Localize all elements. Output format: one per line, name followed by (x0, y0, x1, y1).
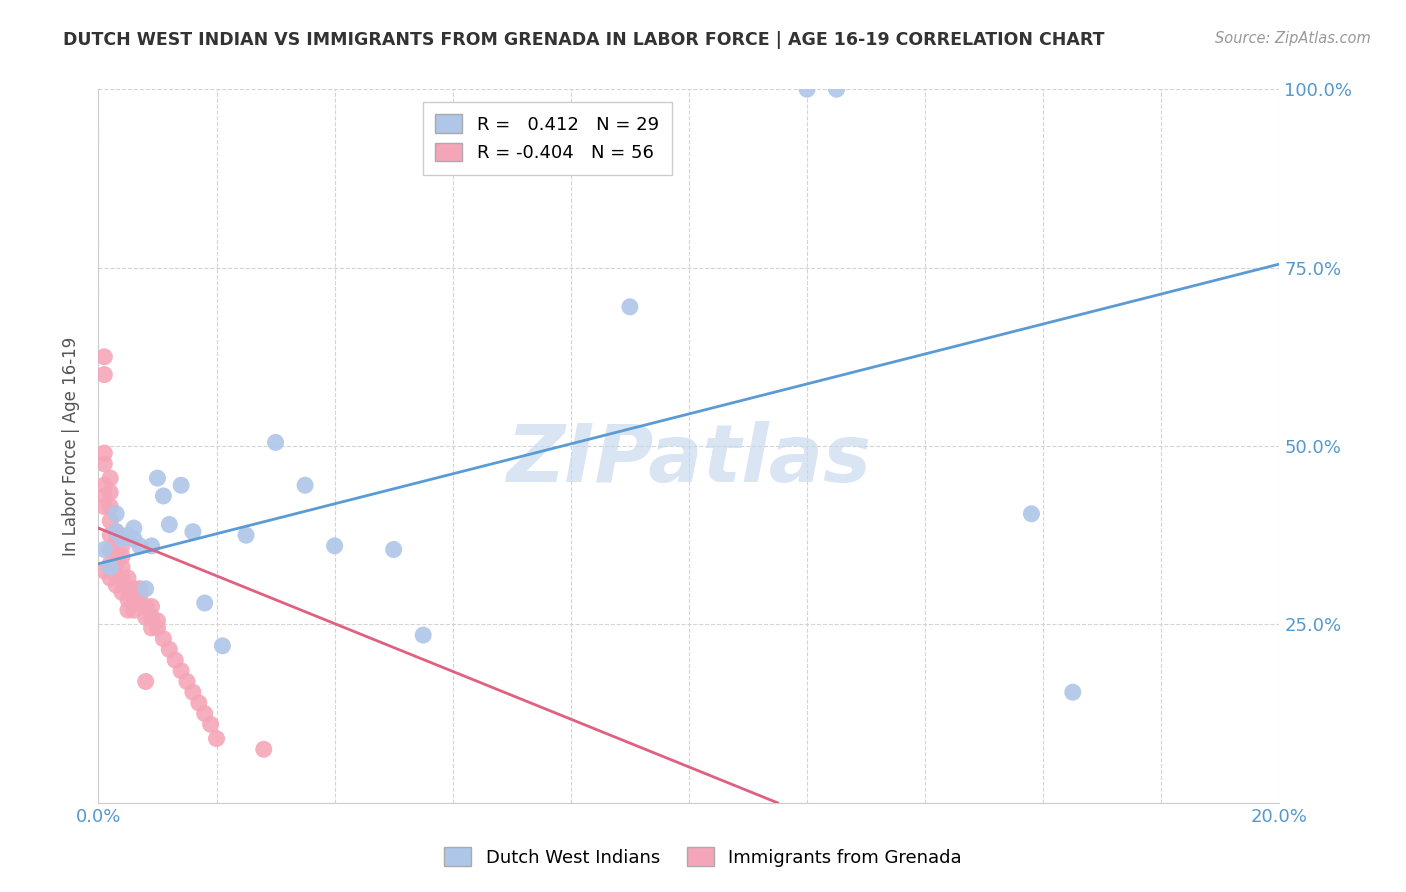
Point (194, 596, 217, 610)
Point (105, 535, 128, 549)
Point (323, 539, 346, 553)
Point (93, 368, 115, 382)
Point (93, 457, 115, 471)
Point (152, 632, 174, 646)
Point (122, 592, 145, 607)
Point (93, 500, 115, 514)
Point (98, 560, 121, 574)
Point (111, 549, 134, 564)
Point (135, 582, 157, 596)
Point (117, 528, 139, 542)
Point (170, 478, 193, 492)
Point (135, 674, 157, 689)
Point (141, 539, 163, 553)
Point (128, 539, 150, 553)
Point (93, 564, 115, 578)
Point (128, 596, 150, 610)
Point (93, 542, 115, 557)
Point (111, 532, 134, 546)
Point (122, 603, 145, 617)
Legend: Dutch West Indians, Immigrants from Grenada: Dutch West Indians, Immigrants from Gren… (437, 840, 969, 874)
Point (117, 571, 139, 585)
Point (141, 610, 163, 624)
Point (98, 471, 121, 485)
Point (825, 82, 848, 96)
Point (146, 621, 169, 635)
Point (98, 557, 121, 571)
Point (1062, 685, 1084, 699)
Point (170, 664, 193, 678)
Text: DUTCH WEST INDIAN VS IMMIGRANTS FROM GRENADA IN LABOR FORCE | AGE 16-19 CORRELAT: DUTCH WEST INDIAN VS IMMIGRANTS FROM GRE… (63, 31, 1105, 49)
Point (111, 571, 134, 585)
Point (382, 542, 405, 557)
Point (117, 582, 139, 596)
Point (235, 528, 257, 542)
Point (181, 685, 204, 699)
Point (253, 742, 276, 756)
Point (98, 542, 121, 557)
Point (105, 524, 128, 539)
Point (194, 706, 217, 721)
Point (93, 489, 115, 503)
Point (98, 514, 121, 528)
Point (105, 578, 128, 592)
Point (146, 471, 169, 485)
Point (146, 614, 169, 628)
Point (796, 82, 818, 96)
Point (117, 603, 139, 617)
Y-axis label: In Labor Force | Age 16-19: In Labor Force | Age 16-19 (62, 336, 80, 556)
Point (205, 731, 228, 746)
Point (135, 599, 157, 614)
Point (105, 567, 128, 582)
Point (93, 350, 115, 364)
Legend: R =   0.412   N = 29, R = -0.404   N = 56: R = 0.412 N = 29, R = -0.404 N = 56 (423, 102, 672, 175)
Point (105, 546, 128, 560)
Point (157, 517, 180, 532)
Point (141, 621, 163, 635)
Point (412, 628, 434, 642)
Text: Source: ZipAtlas.com: Source: ZipAtlas.com (1215, 31, 1371, 46)
Point (122, 532, 145, 546)
Point (93, 478, 115, 492)
Point (93, 446, 115, 460)
Point (98, 571, 121, 585)
Point (187, 696, 209, 710)
Point (98, 500, 121, 514)
Point (141, 599, 163, 614)
Text: ZIPatlas: ZIPatlas (506, 421, 872, 500)
Point (200, 717, 222, 731)
Point (176, 674, 198, 689)
Point (111, 560, 134, 574)
Point (211, 639, 233, 653)
Point (135, 610, 157, 624)
Point (105, 557, 128, 571)
Point (122, 521, 145, 535)
Point (165, 653, 187, 667)
Point (157, 642, 180, 657)
Point (128, 589, 150, 603)
Point (98, 485, 121, 500)
Point (98, 528, 121, 542)
Point (111, 539, 134, 553)
Point (111, 585, 134, 599)
Point (117, 592, 139, 607)
Point (1021, 507, 1043, 521)
Point (181, 524, 204, 539)
Point (105, 507, 128, 521)
Point (122, 582, 145, 596)
Point (619, 300, 641, 314)
Point (264, 435, 287, 450)
Point (128, 582, 150, 596)
Point (294, 478, 316, 492)
Point (105, 524, 128, 539)
Point (152, 489, 174, 503)
